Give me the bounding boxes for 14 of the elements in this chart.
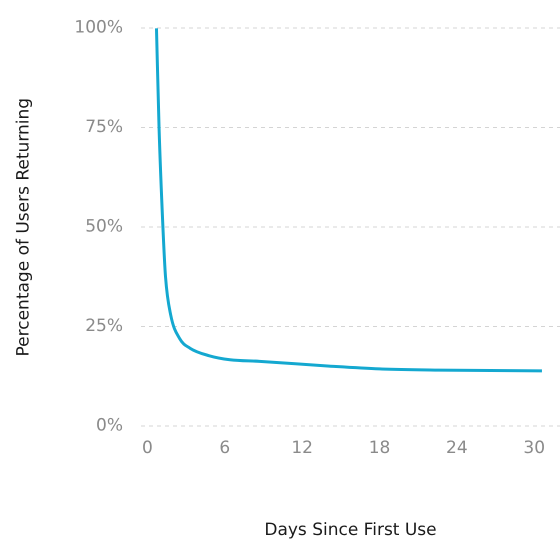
y-axis-title: Percentage of Users Returning — [14, 98, 34, 356]
x-tick-label: 0 — [142, 438, 153, 458]
x-tick-label: 24 — [446, 438, 468, 458]
y-tick-label: 0% — [96, 416, 123, 436]
x-tick-label: 6 — [219, 438, 230, 458]
line-series — [154, 28, 544, 372]
x-tick-label: 12 — [291, 438, 313, 458]
x-tick-label: 30 — [523, 438, 546, 458]
x-axis-title: Days Since First Use — [264, 520, 437, 540]
y-tick-label: 25% — [85, 316, 123, 336]
x-tick-label: 18 — [368, 438, 390, 458]
y-tick-label: 100% — [74, 18, 123, 38]
y-tick-label: 50% — [85, 216, 123, 237]
y-tick-label: 75% — [85, 117, 123, 138]
